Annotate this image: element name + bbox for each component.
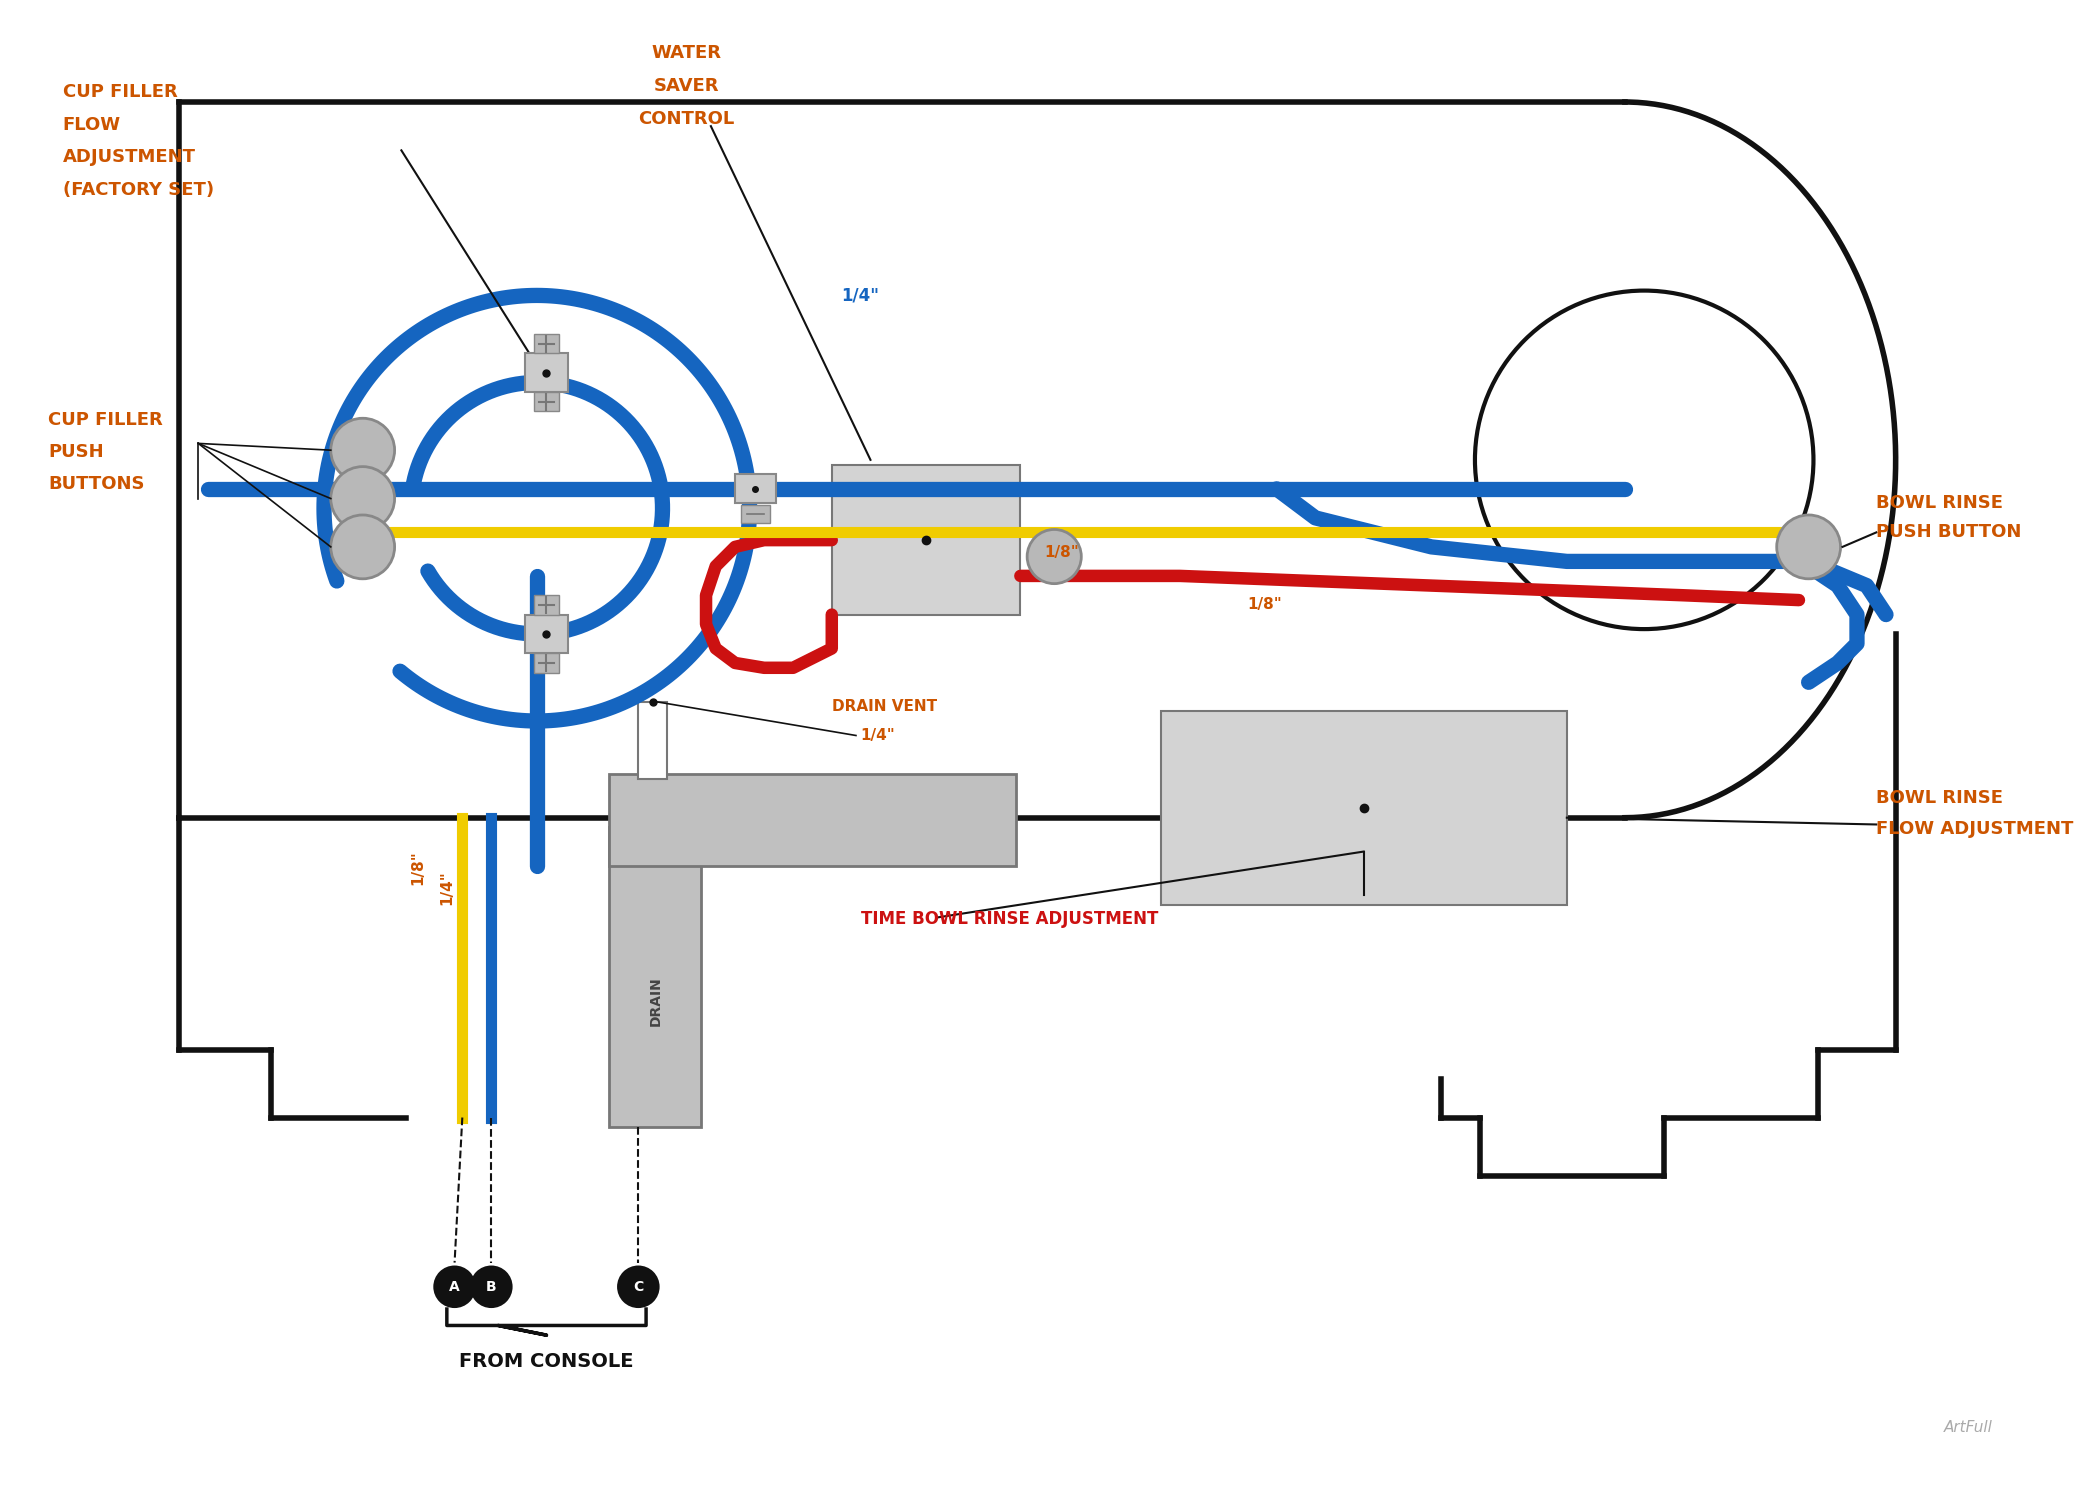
- Text: C: C: [634, 1280, 643, 1294]
- Text: CUP FILLER: CUP FILLER: [48, 411, 164, 429]
- Text: (FACTORY SET): (FACTORY SET): [63, 182, 214, 200]
- Circle shape: [470, 1266, 512, 1308]
- Bar: [1161, 711, 1567, 904]
- Text: ADJUSTMENT: ADJUSTMENT: [63, 148, 195, 166]
- Bar: [525, 615, 567, 654]
- Text: ArtFull: ArtFull: [1942, 1420, 1993, 1436]
- Text: CONTROL: CONTROL: [638, 110, 735, 128]
- Bar: [609, 774, 1016, 865]
- Text: 1/8": 1/8": [410, 850, 426, 885]
- Text: A: A: [449, 1280, 460, 1294]
- Text: B: B: [485, 1280, 496, 1294]
- Bar: [832, 465, 1021, 615]
- Text: FROM CONSOLE: FROM CONSOLE: [460, 1352, 634, 1371]
- Text: 1/8": 1/8": [1044, 544, 1079, 560]
- Text: 1/4": 1/4": [439, 870, 454, 904]
- Circle shape: [1027, 530, 1082, 584]
- Bar: [533, 392, 559, 411]
- Text: 1/8": 1/8": [1247, 597, 1283, 612]
- Circle shape: [332, 419, 395, 482]
- Bar: [741, 506, 771, 522]
- Text: DRAIN: DRAIN: [649, 976, 664, 1026]
- Bar: [735, 474, 775, 504]
- Text: BUTTONS: BUTTONS: [48, 476, 145, 494]
- Bar: [533, 596, 559, 615]
- Text: 1/4": 1/4": [861, 729, 895, 744]
- Circle shape: [617, 1266, 659, 1308]
- Text: PUSH BUTTON: PUSH BUTTON: [1875, 524, 2022, 542]
- Bar: [533, 654, 559, 672]
- Bar: [533, 334, 559, 354]
- Text: BOWL RINSE: BOWL RINSE: [1875, 494, 2003, 512]
- Text: FLOW ADJUSTMENT: FLOW ADJUSTMENT: [1875, 821, 2073, 839]
- Circle shape: [332, 466, 395, 531]
- Text: DRAIN VENT: DRAIN VENT: [832, 699, 937, 714]
- Bar: [638, 702, 668, 778]
- Text: CUP FILLER: CUP FILLER: [63, 82, 178, 100]
- Text: SAVER: SAVER: [653, 76, 720, 94]
- Bar: [609, 828, 701, 1126]
- Text: PUSH: PUSH: [48, 444, 105, 462]
- Text: 1/4": 1/4": [842, 286, 880, 304]
- Text: WATER: WATER: [651, 44, 722, 62]
- Text: TIME BOWL RINSE ADJUSTMENT: TIME BOWL RINSE ADJUSTMENT: [861, 910, 1159, 928]
- Circle shape: [332, 514, 395, 579]
- Text: FLOW: FLOW: [63, 116, 122, 134]
- Text: BOWL RINSE: BOWL RINSE: [1875, 789, 2003, 807]
- Circle shape: [1777, 514, 1840, 579]
- Circle shape: [433, 1266, 477, 1308]
- Bar: [525, 354, 567, 392]
